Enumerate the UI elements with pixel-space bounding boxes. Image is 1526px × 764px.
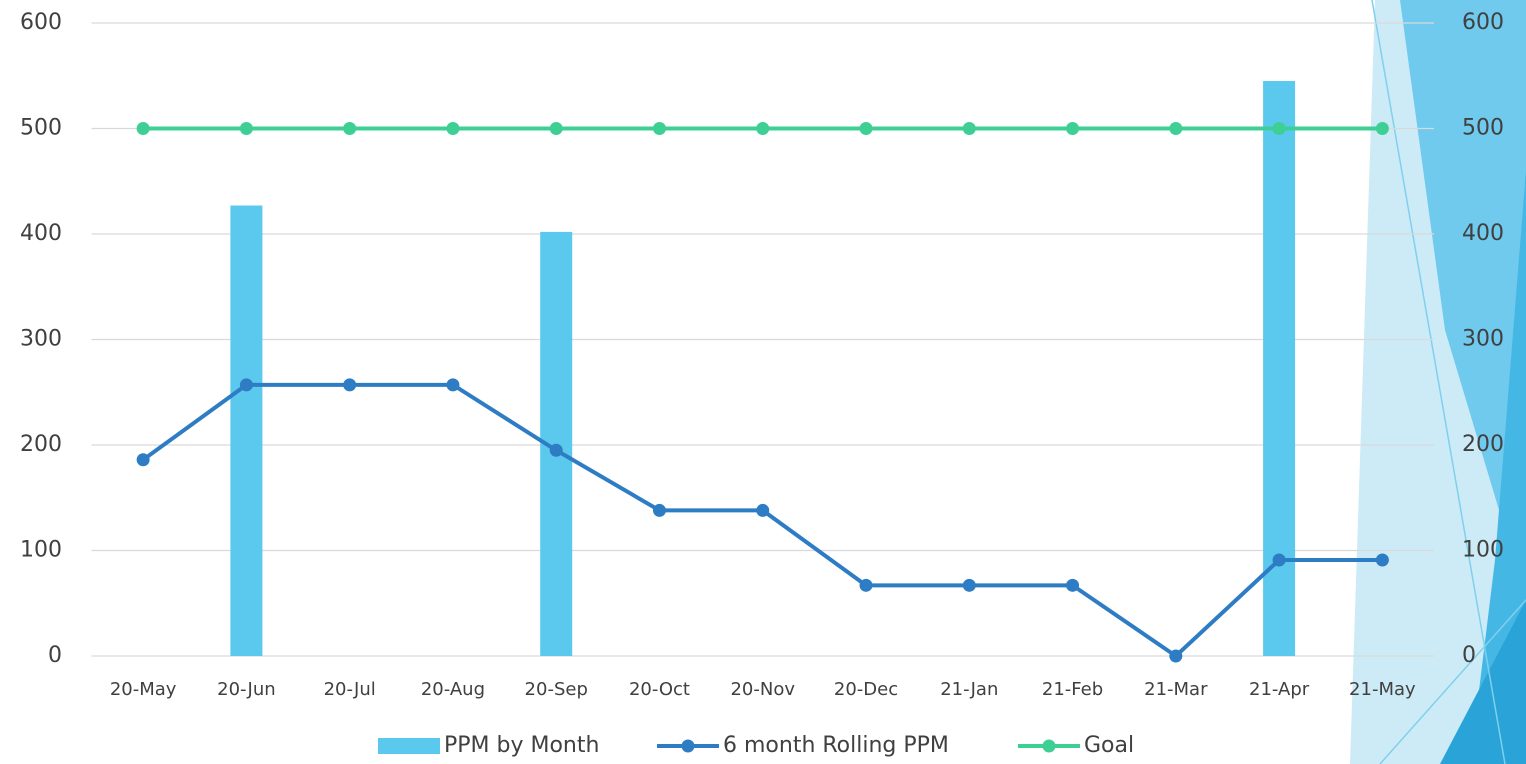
- legend-label: 6 month Rolling PPM: [723, 733, 949, 758]
- point: [860, 579, 873, 592]
- legend-swatch: [682, 740, 695, 753]
- x-tick-label: 21-May: [1349, 679, 1416, 700]
- y-tick-label: 400: [20, 221, 62, 246]
- y2-tick-label: 400: [1462, 221, 1504, 246]
- point: [1066, 122, 1079, 135]
- y-tick-label: 0: [48, 643, 62, 668]
- x-tick-label: 20-Nov: [730, 679, 795, 700]
- point: [137, 453, 150, 466]
- plot: 0 100 200 300 400 500 600 0 100 200 300 400 500 600 20…: [20, 10, 1504, 758]
- y2-tick-label: 100: [1462, 538, 1504, 563]
- point: [653, 504, 666, 517]
- x-tick-label: 20-Aug: [421, 679, 485, 700]
- y-tick-label: 200: [20, 432, 62, 457]
- point: [756, 122, 769, 135]
- legend-label: PPM by Month: [444, 733, 599, 758]
- point: [756, 504, 769, 517]
- x-tick-label: 20-Jun: [217, 679, 276, 700]
- chart: 0 100 200 300 400 500 600 0 100 200 300 400 500 600 20…: [0, 0, 1526, 764]
- x-tick-label: 20-Oct: [629, 679, 690, 700]
- point: [240, 378, 253, 391]
- line: [143, 385, 1382, 656]
- x-tick-label: 21-Apr: [1249, 679, 1310, 700]
- point: [1169, 650, 1182, 663]
- point: [550, 122, 563, 135]
- y2-tick-label: 200: [1462, 432, 1504, 457]
- point: [446, 378, 459, 391]
- y2-tick-label: 500: [1462, 116, 1504, 141]
- y-tick-label: 300: [20, 327, 62, 352]
- point: [1273, 553, 1286, 566]
- y2-tick-label: 300: [1462, 327, 1504, 352]
- point: [1169, 122, 1182, 135]
- legend-swatch: [1043, 740, 1056, 753]
- page: {"chart_data": {"type": "bar-line", "cat…: [0, 0, 1526, 764]
- y-tick-label: 600: [20, 10, 62, 35]
- x-tick-label: 20-May: [110, 679, 177, 700]
- point: [240, 122, 253, 135]
- point: [1376, 122, 1389, 135]
- point: [1066, 579, 1079, 592]
- point: [343, 378, 356, 391]
- point: [446, 122, 459, 135]
- x-tick-label: 20-Jul: [324, 679, 376, 700]
- x-tick-label: 21-Feb: [1042, 679, 1103, 700]
- point: [1376, 553, 1389, 566]
- y-tick-label: 100: [20, 538, 62, 563]
- point: [550, 444, 563, 457]
- point: [860, 122, 873, 135]
- y-tick-label: 500: [20, 116, 62, 141]
- x-tick-label: 21-Mar: [1144, 679, 1208, 700]
- legend-label: Goal: [1084, 733, 1134, 758]
- y2-tick-label: 0: [1462, 643, 1476, 668]
- point: [963, 122, 976, 135]
- point: [137, 122, 150, 135]
- bar: [230, 206, 262, 656]
- point: [343, 122, 356, 135]
- y2-tick-label: 600: [1462, 10, 1504, 35]
- legend-swatch: [378, 738, 440, 754]
- point: [653, 122, 666, 135]
- x-tick-label: 20-Sep: [525, 679, 588, 700]
- x-tick-label: 20-Dec: [834, 679, 898, 700]
- point: [1273, 122, 1286, 135]
- x-tick-label: 21-Jan: [940, 679, 998, 700]
- point: [963, 579, 976, 592]
